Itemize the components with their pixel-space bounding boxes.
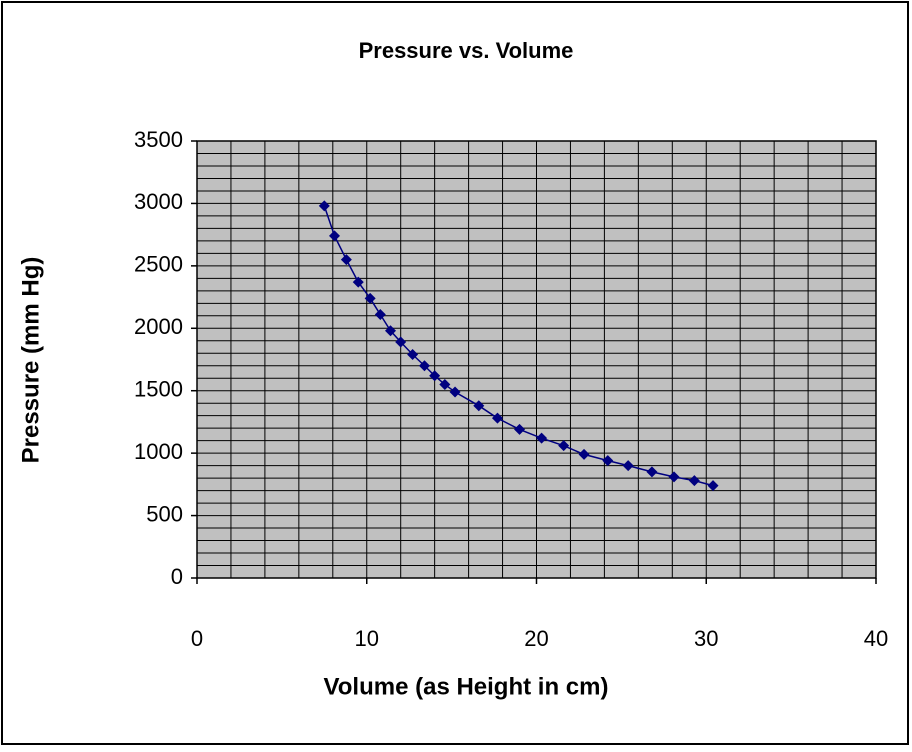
data-point (364, 292, 376, 304)
data-point (688, 475, 700, 487)
data-point (558, 440, 570, 452)
y-tick-label: 1000 (134, 439, 183, 464)
y-tick-label: 0 (171, 564, 183, 589)
data-point (602, 455, 614, 467)
data-point (429, 370, 441, 382)
data-point (449, 386, 461, 398)
x-tick-label: 10 (355, 626, 379, 651)
y-tick-label: 3000 (134, 189, 183, 214)
y-tick-label: 2500 (134, 252, 183, 277)
chart-title: Pressure vs. Volume (359, 38, 574, 63)
data-point (536, 432, 548, 444)
data-point (318, 200, 330, 212)
x-tick-label: 30 (694, 626, 718, 651)
data-point (395, 336, 407, 348)
x-axis-title: Volume (as Height in cm) (324, 673, 609, 700)
x-tick-label: 40 (864, 626, 888, 651)
data-point (646, 466, 658, 478)
data-point (473, 400, 485, 412)
data-point (340, 254, 352, 266)
data-point (385, 325, 397, 337)
x-tick-label: 20 (524, 626, 548, 651)
y-tick-label: 1500 (134, 377, 183, 402)
data-point (374, 309, 386, 321)
y-axis-title: Pressure (mm Hg) (17, 257, 44, 464)
data-point (514, 423, 526, 435)
data-point (352, 276, 364, 288)
data-point (491, 412, 503, 424)
y-tick-label: 3500 (134, 127, 183, 152)
data-point (407, 349, 419, 361)
y-tick-label: 500 (146, 501, 183, 526)
data-point (328, 230, 340, 242)
data-point (668, 471, 680, 483)
data-point (707, 480, 719, 492)
data-point (418, 360, 430, 372)
data-point (622, 460, 634, 472)
x-tick-label: 0 (191, 626, 203, 651)
data-point (578, 448, 590, 460)
y-tick-label: 2000 (134, 314, 183, 339)
data-point (439, 378, 451, 390)
